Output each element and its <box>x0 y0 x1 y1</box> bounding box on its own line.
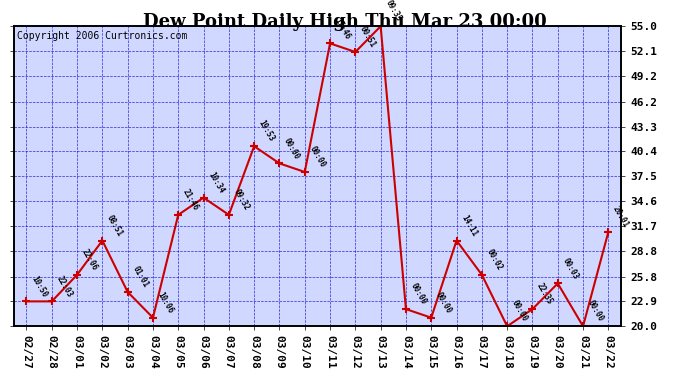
Text: 00:00: 00:00 <box>434 290 453 315</box>
Text: 22:03: 22:03 <box>55 274 74 298</box>
Text: 00:02: 00:02 <box>484 248 504 272</box>
Text: 22:35: 22:35 <box>535 282 555 306</box>
Text: 09:35: 09:35 <box>384 0 403 24</box>
Text: 10:34: 10:34 <box>206 170 226 195</box>
Text: 17:46: 17:46 <box>333 16 352 40</box>
Text: 20:01: 20:01 <box>611 205 631 229</box>
Text: 00:00: 00:00 <box>586 299 605 324</box>
Text: 01:01: 01:01 <box>130 265 150 289</box>
Text: 22:06: 22:06 <box>80 248 99 272</box>
Text: 00:00: 00:00 <box>308 145 327 169</box>
Text: 00:00: 00:00 <box>510 299 529 324</box>
Text: Copyright 2006 Curtronics.com: Copyright 2006 Curtronics.com <box>17 31 187 41</box>
Text: 14:11: 14:11 <box>460 213 479 238</box>
Text: 21:46: 21:46 <box>181 188 200 212</box>
Text: 10:50: 10:50 <box>29 274 48 298</box>
Text: 00:51: 00:51 <box>358 25 377 49</box>
Text: 09:32: 09:32 <box>232 188 251 212</box>
Text: Dew Point Daily High Thu Mar 23 00:00: Dew Point Daily High Thu Mar 23 00:00 <box>143 13 547 31</box>
Text: 00:00: 00:00 <box>282 136 302 160</box>
Text: 00:03: 00:03 <box>560 256 580 280</box>
Text: 10:06: 10:06 <box>156 290 175 315</box>
Text: 00:00: 00:00 <box>408 282 428 306</box>
Text: 08:51: 08:51 <box>105 213 124 238</box>
Text: 19:53: 19:53 <box>257 119 276 144</box>
